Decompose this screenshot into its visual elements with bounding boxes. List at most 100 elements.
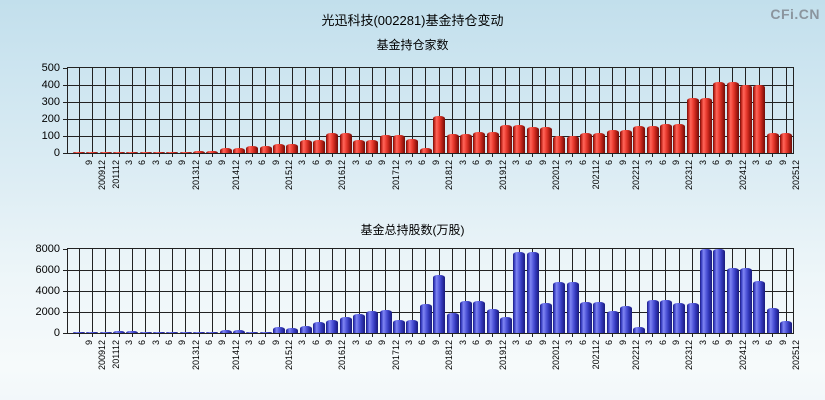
x-axis-label: 3 [564, 160, 575, 166]
x-axis-label: 9 [177, 340, 188, 346]
x-axis-label: 9 [270, 340, 281, 346]
x-axis-tick [305, 153, 307, 157]
gridline-vertical [505, 68, 507, 153]
x-axis-tick [478, 153, 480, 157]
y-axis-tick [63, 152, 68, 154]
gridline-vertical [505, 249, 507, 333]
bar-202006 [513, 252, 526, 333]
x-axis-label: 3 [350, 160, 361, 166]
x-axis-label: 201512 [284, 340, 295, 371]
bar-201112 [99, 332, 112, 333]
gridline-vertical [545, 68, 547, 153]
y-axis-label: 4000 [35, 284, 60, 297]
x-axis-tick [331, 333, 333, 337]
bar-202012 [539, 303, 552, 333]
x-axis-tick [238, 333, 240, 337]
bar-202303 [633, 327, 646, 333]
gridline-vertical [251, 68, 253, 153]
gridline-vertical [291, 249, 293, 333]
bar-202112 [579, 133, 592, 153]
x-axis-label: 6 [657, 340, 668, 346]
x-axis-tick [185, 333, 187, 337]
gridline-vertical [692, 249, 694, 333]
x-axis-label: 202212 [630, 340, 641, 371]
x-axis-tick [492, 333, 494, 337]
gridline-vertical [185, 68, 187, 153]
x-axis-label: 201412 [230, 160, 241, 191]
x-axis-label: 201112 [110, 340, 121, 369]
x-axis-tick [291, 333, 293, 337]
y-axis-label: 0 [53, 146, 60, 159]
gridline-vertical [318, 68, 320, 153]
gridline-vertical [345, 68, 347, 153]
x-axis-tick [585, 333, 587, 337]
x-axis-tick [225, 333, 227, 337]
bar-201112 [99, 152, 112, 153]
bar-202512 [780, 321, 792, 333]
x-axis-label: 3 [644, 340, 655, 346]
x-axis-tick [385, 153, 387, 157]
y-axis-tick [63, 101, 68, 103]
y-axis-tick [63, 135, 68, 137]
x-axis-label: 6 [524, 340, 535, 346]
bar-201806 [406, 139, 419, 153]
bar-200909 [73, 332, 85, 333]
bar-201806 [406, 320, 419, 333]
gridline-vertical [91, 68, 93, 153]
y-axis-tick [63, 269, 68, 271]
gridline-vertical [171, 249, 173, 333]
x-axis-tick [718, 333, 720, 337]
gridline-vertical [452, 68, 453, 153]
x-axis-label: 9 [377, 340, 388, 346]
gridline-vertical [518, 68, 520, 153]
gridline-vertical [225, 249, 227, 333]
bar-201703 [339, 133, 352, 153]
gridline-vertical [265, 68, 267, 153]
x-axis-label: 3 [150, 340, 161, 346]
y-axis-tick [63, 248, 68, 250]
x-axis-label: 6 [364, 340, 375, 346]
bar-202509 [766, 133, 779, 153]
x-axis-tick [678, 153, 680, 157]
bar-202009 [526, 252, 539, 333]
bar-202312 [673, 303, 686, 333]
x-axis-label: 6 [764, 160, 775, 166]
x-axis-label: 6 [577, 160, 588, 166]
gridline-vertical [91, 249, 93, 333]
bar-202206 [593, 133, 606, 153]
gridline-vertical [465, 68, 467, 153]
fund-holder-count-chart-title: 基金持仓家数 [376, 38, 449, 52]
x-axis-label: 201812 [444, 160, 455, 191]
x-axis-tick [772, 153, 774, 157]
gridline-vertical [198, 249, 200, 333]
gridline-vertical [411, 68, 413, 153]
gridline-vertical [638, 249, 640, 333]
x-axis-tick [238, 153, 240, 157]
x-axis-label: 202512 [791, 340, 801, 371]
x-axis-label: 9 [537, 160, 548, 166]
gridline-vertical [425, 249, 427, 333]
gridline-vertical [105, 249, 107, 333]
bar-201206 [126, 152, 139, 153]
x-axis-label: 202112 [590, 160, 601, 190]
x-axis-label: 6 [710, 340, 721, 346]
bar-202412 [726, 268, 739, 333]
gridline-vertical [305, 68, 307, 153]
bar-202103 [553, 136, 566, 153]
gridline-vertical [385, 68, 387, 153]
fund-holder-count-chart: 0 100 200 300 400 500 9 200912 201112 3 6 3 6 9 201312… [42, 62, 801, 191]
x-axis-tick [171, 333, 173, 337]
bar-201412 [219, 330, 232, 333]
x-axis-tick [465, 153, 467, 157]
gridline-vertical [492, 68, 494, 153]
x-axis-tick [171, 153, 173, 157]
x-axis-label: 3 [124, 340, 135, 346]
x-axis-tick [572, 153, 574, 157]
x-axis-tick [145, 333, 147, 337]
bar-202506 [753, 281, 766, 333]
x-axis-label: 9 [177, 160, 188, 166]
x-axis-label: 201312 [190, 160, 201, 191]
x-axis-tick [505, 153, 507, 157]
x-axis-label: 9 [430, 340, 441, 346]
bar-201909 [473, 301, 486, 333]
